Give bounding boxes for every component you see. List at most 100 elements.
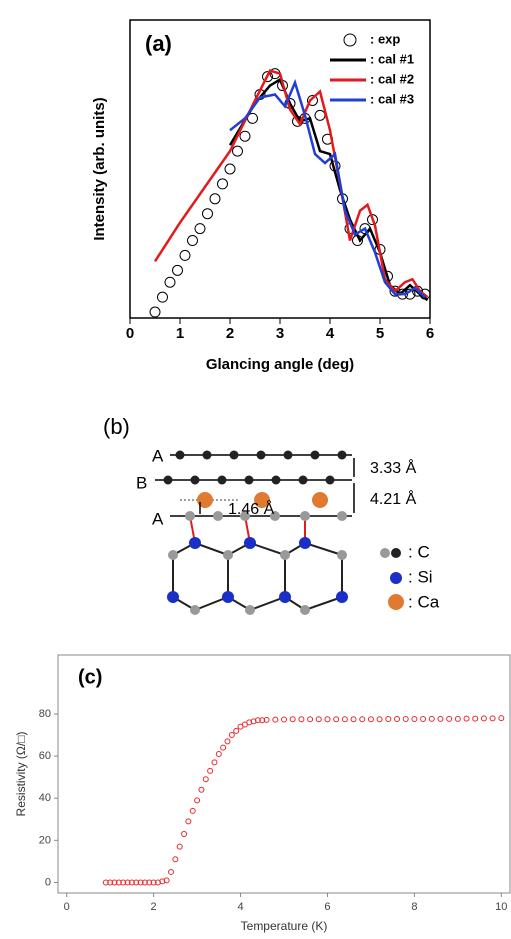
data-point <box>314 109 326 121</box>
legend-symbol <box>343 33 357 47</box>
y-tick-label: 80 <box>39 708 51 720</box>
legend-label: : cal #2 <box>370 71 414 86</box>
data-point <box>189 807 196 814</box>
chart-panel: 0 2 4 6 8 10 0 20 40 60 80 Temperature (K) Resistivi… <box>14 654 511 933</box>
legend-symbol <box>390 572 402 584</box>
legend-label: : C <box>408 542 430 561</box>
panel-label: (a) <box>145 31 172 56</box>
data-point <box>194 223 206 235</box>
data-line <box>228 77 429 302</box>
x-tick-label: 4 <box>326 325 335 342</box>
legend-symbol <box>388 594 404 610</box>
data-point <box>146 879 153 886</box>
legend-label: : exp <box>370 31 400 46</box>
data-point <box>359 716 366 723</box>
spacing-label: 1.46 Å <box>228 499 275 518</box>
layer-label: A <box>152 446 164 465</box>
data-point <box>472 715 479 722</box>
y-axis-label: Resistivity (Ω/□) <box>14 732 28 817</box>
data-point <box>172 264 183 276</box>
data-point <box>480 715 487 722</box>
data-point <box>254 717 261 724</box>
data-point <box>124 879 131 886</box>
data-point <box>150 879 157 886</box>
data-point <box>133 879 140 886</box>
data-point <box>163 877 170 884</box>
data-point <box>333 716 340 723</box>
x-tick-label: 4 <box>237 901 243 913</box>
data-point <box>164 276 176 288</box>
data-point <box>217 178 228 190</box>
data-point <box>420 716 427 723</box>
data-point <box>232 145 243 157</box>
y-tick-label: 60 <box>39 750 51 762</box>
x-tick-label: 8 <box>411 901 417 913</box>
x-tick-label: 2 <box>226 325 234 342</box>
data-point <box>259 717 266 724</box>
plot-frame <box>57 654 511 894</box>
data-point <box>394 716 400 723</box>
legend-label: : cal #3 <box>370 91 414 106</box>
spacing-label: 4.21 Å <box>370 489 417 508</box>
legend-symbol <box>391 548 401 558</box>
x-tick-label: 6 <box>324 901 330 913</box>
data-point <box>298 716 305 723</box>
data-point <box>341 716 348 723</box>
x-tick-label: 0 <box>126 325 134 342</box>
data-point <box>176 843 183 850</box>
data-point <box>215 750 222 757</box>
data-point <box>489 715 496 722</box>
data-point <box>172 856 179 863</box>
legend-label: : Si <box>408 567 433 586</box>
panel-label: (c) <box>78 666 102 688</box>
data-point <box>239 130 251 142</box>
x-tick-label: 5 <box>376 325 384 342</box>
legend-label: : cal #1 <box>370 51 414 66</box>
data-point <box>281 716 287 723</box>
data-point <box>115 879 122 886</box>
data-point <box>157 291 168 303</box>
x-tick-label: 3 <box>276 325 284 342</box>
data-point <box>202 776 209 783</box>
data-point <box>350 716 357 723</box>
structure-diagram: (b) A B A 3.33 Å 4.21 Å 1.46 <box>103 414 440 615</box>
data-point <box>367 214 378 226</box>
panel-label: (b) <box>103 414 130 439</box>
data-point <box>185 818 192 825</box>
data-point <box>463 715 470 722</box>
legend-symbol <box>380 548 390 558</box>
data-point <box>376 716 383 723</box>
data-point <box>262 71 273 83</box>
data-point <box>149 306 161 318</box>
data-point <box>389 285 401 297</box>
y-tick-label: 40 <box>39 792 51 804</box>
x-axis-label: Temperature (K) <box>241 919 328 933</box>
x-tick-label: 2 <box>151 901 157 913</box>
data-point <box>454 715 461 722</box>
data-point <box>402 716 409 723</box>
legend-label: : Ca <box>408 592 440 611</box>
data-point <box>181 831 188 838</box>
data-point <box>198 786 205 793</box>
data-point <box>128 879 135 886</box>
data-line <box>229 78 426 299</box>
data-point <box>307 716 314 723</box>
data-point <box>220 744 227 751</box>
spacing-arrows <box>199 458 355 514</box>
x-tick-label: 10 <box>495 901 507 913</box>
data-point <box>324 716 331 723</box>
data-point <box>315 716 322 723</box>
honeycomb-bonds <box>172 541 343 612</box>
data-point <box>224 738 231 745</box>
data-point <box>307 94 318 106</box>
data-point <box>209 193 221 205</box>
data-point <box>102 879 109 886</box>
data-point <box>437 715 444 722</box>
data-point <box>111 879 118 886</box>
data-point <box>446 715 453 722</box>
data-point <box>428 715 435 722</box>
atoms <box>163 450 348 615</box>
data-point <box>289 716 296 723</box>
data-point <box>233 727 240 734</box>
